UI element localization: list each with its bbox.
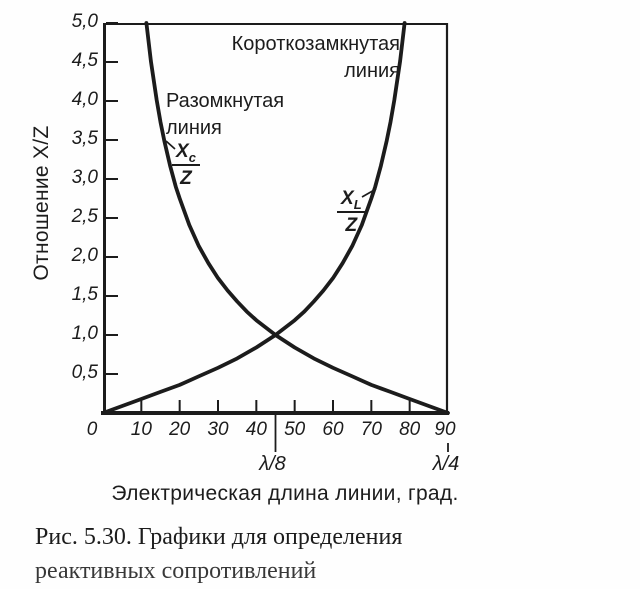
x-marker-label: λ/8 xyxy=(259,453,286,475)
fraction-denominator: Z xyxy=(345,215,358,236)
x-tick-label: 60 xyxy=(322,419,344,440)
x-tick-label: 70 xyxy=(360,419,382,440)
y-tick-label: 0,5 xyxy=(71,362,98,383)
curve xyxy=(101,21,407,415)
curve-label-xl-over-z: XL Z xyxy=(337,188,366,235)
y-tick-label: 2,5 xyxy=(71,206,98,227)
x-tick-label: 40 xyxy=(245,419,267,440)
y-tick-label: 1,0 xyxy=(71,323,98,344)
annotation-text: линия xyxy=(344,60,400,82)
annotation-text: линия xyxy=(166,117,222,139)
y-tick-label: 1,5 xyxy=(71,284,98,305)
x-tick-label: 80 xyxy=(399,419,421,440)
caption-line-1: Рис. 5.30. Графики для определения xyxy=(35,524,403,550)
figure-caption: Рис. 5.30. Графики для определения реакт… xyxy=(35,520,402,588)
y-tick-label: 2,0 xyxy=(71,245,98,266)
y-tick-label: 5,0 xyxy=(71,11,98,32)
leader-line-xl xyxy=(361,188,377,198)
curve-annotation-open-line: Разомкнутая линия xyxy=(166,88,284,142)
y-axis-title: Отношение X/Z xyxy=(30,125,53,281)
y-tick-label: 3,0 xyxy=(71,167,98,188)
x-tick-label: 0 xyxy=(86,419,98,440)
curve-label-xc-over-z: Xc Z xyxy=(172,141,200,188)
curve xyxy=(144,21,450,415)
x-axis-title: Электрическая длина линии, град. xyxy=(111,482,459,505)
x-tick-label: 20 xyxy=(169,419,191,440)
caption-line-2: реактивных сопротивлений xyxy=(35,558,317,584)
fraction-denominator: Z xyxy=(180,168,192,189)
x-tick-label: 90 xyxy=(434,419,456,440)
leader-line-xc xyxy=(165,140,176,150)
fraction-numerator: Xc xyxy=(172,141,200,166)
x-tick-label: 50 xyxy=(284,419,306,440)
y-tick-label: 3,5 xyxy=(71,128,98,149)
x-tick-label: 10 xyxy=(130,419,152,440)
x-marker-label: λ/4 xyxy=(432,453,460,475)
x-tick-label: 30 xyxy=(207,419,229,440)
fraction-numerator: XL xyxy=(337,188,366,213)
y-tick-label: 4,0 xyxy=(71,89,98,110)
annotation-text: Разомкнутая xyxy=(166,90,285,112)
annotation-text: Короткозамкнутая xyxy=(231,33,400,55)
curve-annotation-shorted-line: Короткозамкнутая линия xyxy=(232,31,400,85)
y-tick-label: 4,5 xyxy=(71,50,98,71)
